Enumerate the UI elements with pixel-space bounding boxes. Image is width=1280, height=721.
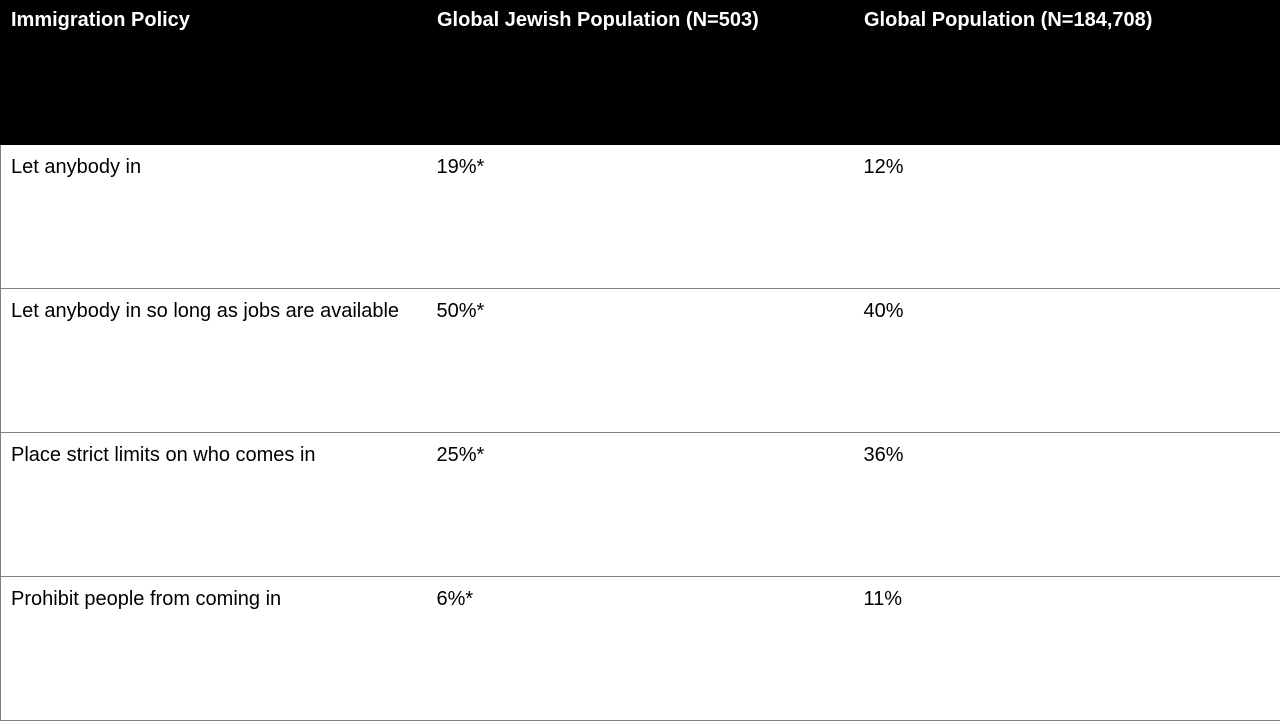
jewish-population-cell: 50%* (427, 289, 854, 433)
policy-cell: Let anybody in (1, 145, 427, 289)
global-population-cell: 11% (854, 577, 1280, 721)
jewish-population-cell: 19%* (427, 145, 854, 289)
global-population-cell: 12% (854, 145, 1280, 289)
table-body: Let anybody in 19%* 12% Let anybody in s… (1, 145, 1280, 721)
global-population-cell: 40% (854, 289, 1280, 433)
policy-cell: Prohibit people from coming in (1, 577, 427, 721)
table-row: Prohibit people from coming in 6%* 11% (1, 577, 1280, 721)
table-row: Place strict limits on who comes in 25%*… (1, 433, 1280, 577)
table-header: Immigration Policy Global Jewish Populat… (1, 1, 1280, 145)
header-immigration-policy: Immigration Policy (1, 1, 427, 145)
header-row: Immigration Policy Global Jewish Populat… (1, 1, 1280, 145)
global-population-cell: 36% (854, 433, 1280, 577)
table-row: Let anybody in so long as jobs are avail… (1, 289, 1280, 433)
policy-cell: Let anybody in so long as jobs are avail… (1, 289, 427, 433)
header-global-population: Global Population (N=184,708) (854, 1, 1280, 145)
table-row: Let anybody in 19%* 12% (1, 145, 1280, 289)
header-global-jewish-population: Global Jewish Population (N=503) (427, 1, 854, 145)
jewish-population-cell: 25%* (427, 433, 854, 577)
policy-cell: Place strict limits on who comes in (1, 433, 427, 577)
jewish-population-cell: 6%* (427, 577, 854, 721)
